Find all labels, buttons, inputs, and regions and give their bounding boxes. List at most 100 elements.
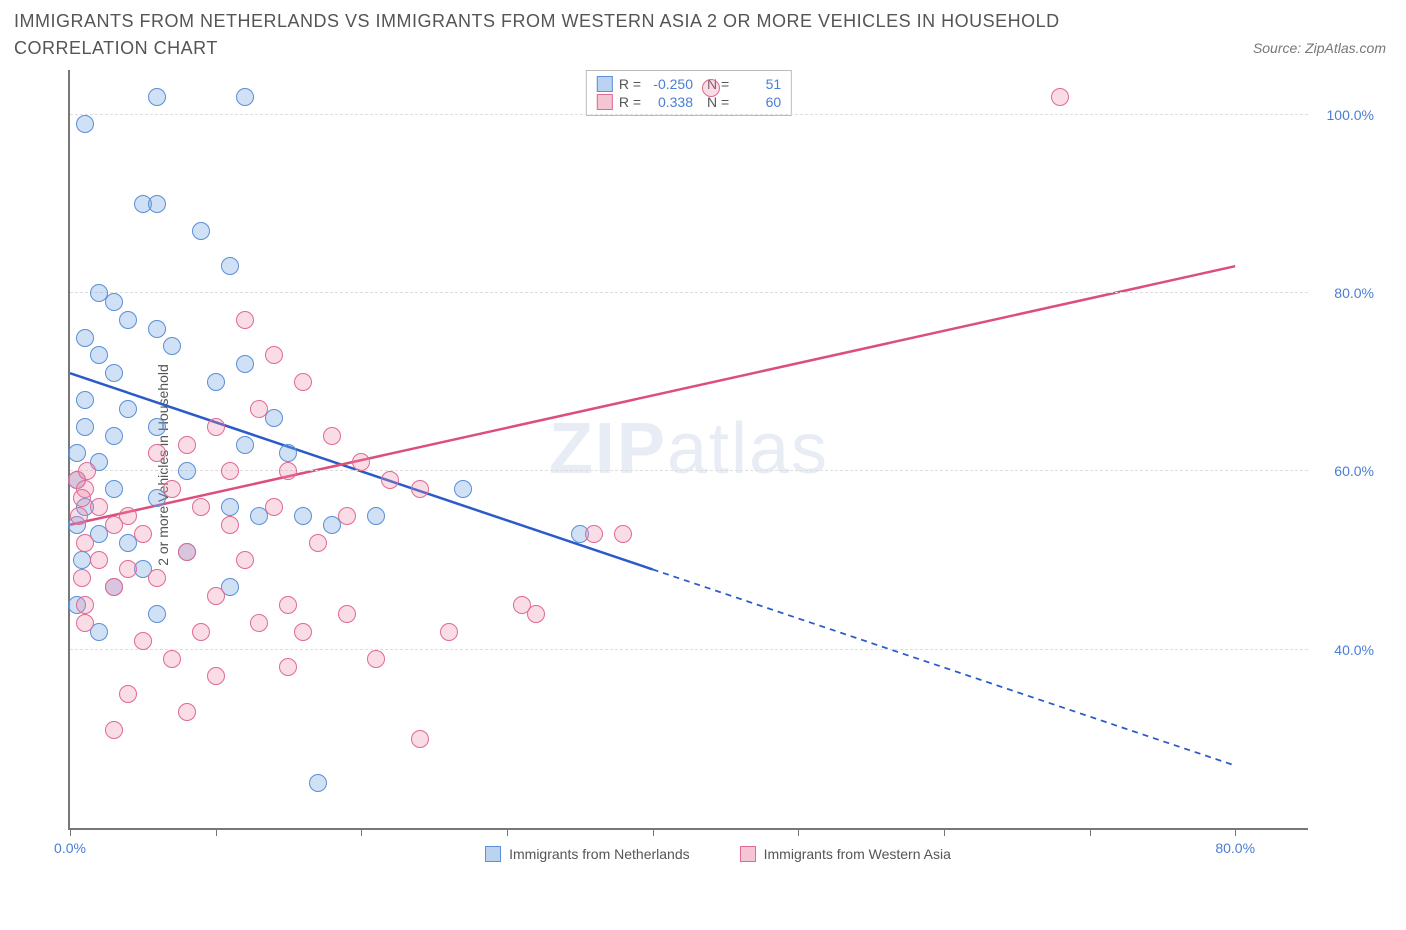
- data-point: [265, 346, 283, 364]
- data-point: [178, 543, 196, 561]
- data-point: [105, 578, 123, 596]
- legend-item-netherlands: Immigrants from Netherlands: [485, 846, 690, 862]
- data-point: [90, 551, 108, 569]
- watermark: ZIPatlas: [549, 408, 829, 490]
- data-point: [207, 418, 225, 436]
- legend-swatch-pink: [597, 94, 613, 110]
- gridline: [70, 292, 1308, 293]
- x-tick: [216, 828, 217, 836]
- data-point: [236, 436, 254, 454]
- data-point: [192, 498, 210, 516]
- data-point: [68, 444, 86, 462]
- data-point: [221, 516, 239, 534]
- data-point: [70, 507, 88, 525]
- data-point: [76, 115, 94, 133]
- data-point: [1051, 88, 1069, 106]
- data-point: [178, 462, 196, 480]
- legend-r-label: R =: [619, 76, 641, 92]
- chart-title: IMMIGRANTS FROM NETHERLANDS VS IMMIGRANT…: [14, 8, 1126, 62]
- data-point: [338, 605, 356, 623]
- trend-lines: [70, 70, 1308, 828]
- source-attribution: Source: ZipAtlas.com: [1253, 40, 1386, 56]
- data-point: [76, 534, 94, 552]
- data-point: [585, 525, 603, 543]
- data-point: [236, 88, 254, 106]
- correlation-legend: R = -0.250 N = 51 R = 0.338 N = 60: [586, 70, 792, 116]
- legend-swatch-pink: [740, 846, 756, 862]
- data-point: [73, 551, 91, 569]
- data-point: [367, 650, 385, 668]
- legend-swatch-blue: [485, 846, 501, 862]
- data-point: [119, 685, 137, 703]
- data-point: [192, 623, 210, 641]
- data-point: [454, 480, 472, 498]
- data-point: [148, 88, 166, 106]
- x-tick: [361, 828, 362, 836]
- y-tick-label: 80.0%: [1334, 285, 1374, 301]
- data-point: [702, 79, 720, 97]
- data-point: [221, 257, 239, 275]
- x-tick: [798, 828, 799, 836]
- watermark-light: atlas: [667, 409, 829, 489]
- data-point: [163, 480, 181, 498]
- data-point: [178, 703, 196, 721]
- data-point: [352, 453, 370, 471]
- data-point: [119, 311, 137, 329]
- watermark-bold: ZIP: [549, 409, 667, 489]
- data-point: [338, 507, 356, 525]
- data-point: [236, 355, 254, 373]
- data-point: [105, 364, 123, 382]
- data-point: [440, 623, 458, 641]
- data-point: [207, 373, 225, 391]
- y-tick-label: 100.0%: [1327, 107, 1374, 123]
- chart-container: 2 or more Vehicles in Household ZIPatlas…: [48, 70, 1388, 860]
- data-point: [250, 614, 268, 632]
- data-point: [294, 507, 312, 525]
- data-point: [178, 436, 196, 454]
- data-point: [367, 507, 385, 525]
- data-point: [207, 587, 225, 605]
- x-tick: [1235, 828, 1236, 836]
- data-point: [148, 418, 166, 436]
- legend-label: Immigrants from Western Asia: [764, 846, 951, 862]
- data-point: [105, 293, 123, 311]
- y-tick-label: 60.0%: [1334, 463, 1374, 479]
- data-point: [163, 650, 181, 668]
- data-point: [105, 427, 123, 445]
- legend-r-value: 0.338: [649, 94, 693, 110]
- data-point: [148, 569, 166, 587]
- data-point: [90, 498, 108, 516]
- data-point: [105, 480, 123, 498]
- data-point: [411, 730, 429, 748]
- data-point: [76, 596, 94, 614]
- legend-row-pink: R = 0.338 N = 60: [597, 93, 781, 111]
- data-point: [294, 623, 312, 641]
- data-point: [119, 560, 137, 578]
- data-point: [73, 489, 91, 507]
- data-point: [105, 721, 123, 739]
- data-point: [381, 471, 399, 489]
- data-point: [250, 400, 268, 418]
- legend-label: Immigrants from Netherlands: [509, 846, 690, 862]
- data-point: [411, 480, 429, 498]
- data-point: [90, 346, 108, 364]
- data-point: [76, 418, 94, 436]
- legend-r-label: R =: [619, 94, 641, 110]
- data-point: [163, 337, 181, 355]
- data-point: [192, 222, 210, 240]
- gridline: [70, 114, 1308, 115]
- data-point: [148, 195, 166, 213]
- data-point: [148, 605, 166, 623]
- data-point: [309, 534, 327, 552]
- legend-item-western-asia: Immigrants from Western Asia: [740, 846, 951, 862]
- series-legend: Immigrants from Netherlands Immigrants f…: [48, 846, 1388, 862]
- legend-n-value: 51: [737, 76, 781, 92]
- y-tick-label: 40.0%: [1334, 642, 1374, 658]
- data-point: [527, 605, 545, 623]
- data-point: [207, 667, 225, 685]
- legend-n-value: 60: [737, 94, 781, 110]
- data-point: [73, 569, 91, 587]
- legend-swatch-blue: [597, 76, 613, 92]
- data-point: [76, 329, 94, 347]
- legend-row-blue: R = -0.250 N = 51: [597, 75, 781, 93]
